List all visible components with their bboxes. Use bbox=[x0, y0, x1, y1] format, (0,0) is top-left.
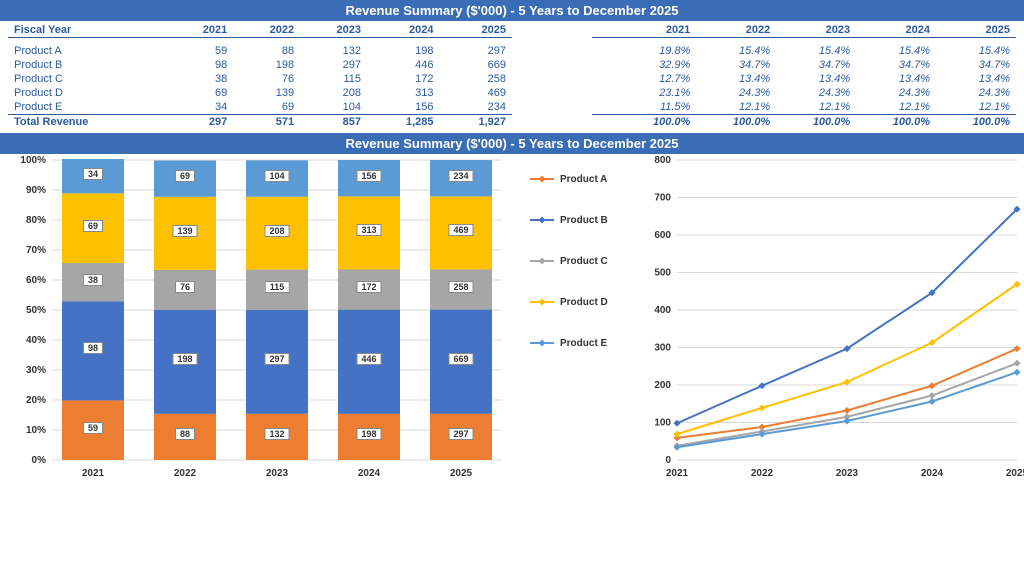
svg-text:2021: 2021 bbox=[82, 468, 105, 479]
pct-table-wrap: 20212022202320242025 19.8%15.4%15.4%15.4… bbox=[512, 23, 1016, 129]
svg-text:400: 400 bbox=[654, 305, 671, 316]
bar-segment-label: 34 bbox=[83, 168, 103, 180]
title-bar-main: Revenue Summary ($'000) - 5 Years to Dec… bbox=[0, 0, 1024, 21]
bar-segment-label: 297 bbox=[264, 353, 289, 365]
year-header: 2022 bbox=[696, 23, 776, 38]
svg-text:2025: 2025 bbox=[450, 468, 473, 479]
year-header: 2024 bbox=[367, 23, 439, 38]
svg-text:300: 300 bbox=[654, 342, 671, 353]
table-row: 32.9%34.7%34.7%34.7%34.7% bbox=[592, 58, 1016, 72]
table-row: Product E3469104156234 bbox=[8, 100, 512, 115]
bar-segment-label: 313 bbox=[356, 224, 381, 236]
bar-segment-label: 132 bbox=[264, 428, 289, 440]
bar-segment-label: 297 bbox=[448, 428, 473, 440]
total-row: 100.0%100.0%100.0%100.0%100.0% bbox=[592, 114, 1016, 129]
svg-text:2024: 2024 bbox=[921, 468, 944, 479]
year-header: 2025 bbox=[936, 23, 1016, 38]
svg-text:40%: 40% bbox=[26, 335, 46, 346]
table-row: 19.8%15.4%15.4%15.4%15.4% bbox=[592, 44, 1016, 58]
legend-item: Product E bbox=[530, 338, 641, 349]
table-row: Product B98198297446669 bbox=[8, 58, 512, 72]
bar-segment-label: 172 bbox=[356, 281, 381, 293]
svg-text:500: 500 bbox=[654, 267, 671, 278]
legend-item: Product D bbox=[530, 297, 641, 308]
title-bar-charts: Revenue Summary ($'000) - 5 Years to Dec… bbox=[0, 133, 1024, 154]
bar-segment-label: 669 bbox=[448, 353, 473, 365]
svg-text:50%: 50% bbox=[26, 305, 46, 316]
svg-text:0%: 0% bbox=[32, 455, 47, 466]
fiscal-year-label: Fiscal Year bbox=[8, 23, 166, 38]
svg-text:200: 200 bbox=[654, 380, 671, 391]
line-chart: 0 100 200 300 400 500 600 700 800 2021 2022 2023 202… bbox=[641, 154, 1024, 514]
svg-text:90%: 90% bbox=[26, 185, 46, 196]
bar-segment-label: 258 bbox=[448, 281, 473, 293]
year-header: 2023 bbox=[776, 23, 856, 38]
legend-label: Product E bbox=[560, 338, 607, 349]
svg-text:2024: 2024 bbox=[358, 468, 381, 479]
legend-item: Product C bbox=[530, 256, 641, 267]
svg-text:60%: 60% bbox=[26, 275, 46, 286]
bar-segment-label: 59 bbox=[83, 422, 103, 434]
legend-label: Product C bbox=[560, 256, 608, 267]
table-row: Product C3876115172258 bbox=[8, 72, 512, 86]
pct-table: 20212022202320242025 19.8%15.4%15.4%15.4… bbox=[592, 23, 1016, 129]
svg-text:80%: 80% bbox=[26, 215, 46, 226]
svg-text:2025: 2025 bbox=[1006, 468, 1024, 479]
svg-text:800: 800 bbox=[654, 155, 671, 166]
svg-text:30%: 30% bbox=[26, 365, 46, 376]
svg-text:20%: 20% bbox=[26, 395, 46, 406]
legend: Product A Product B Product C Product D Prod… bbox=[520, 154, 641, 514]
bar-segment-label: 469 bbox=[448, 224, 473, 236]
tables-row: Fiscal Year20212022202320242025Product A… bbox=[0, 21, 1024, 129]
bar-segment-label: 115 bbox=[265, 281, 290, 293]
year-header: 2022 bbox=[233, 23, 300, 38]
svg-text:100: 100 bbox=[654, 417, 671, 428]
values-table: Fiscal Year20212022202320242025 Product A… bbox=[8, 23, 512, 129]
svg-text:700: 700 bbox=[654, 192, 671, 203]
table-row: 23.1%24.3%24.3%24.3%24.3% bbox=[592, 86, 1016, 100]
svg-text:2022: 2022 bbox=[751, 468, 774, 479]
table-row: Product A5988132198297 bbox=[8, 44, 512, 58]
table-row: 11.5%12.1%12.1%12.1%12.1% bbox=[592, 100, 1016, 115]
legend-item: Product A bbox=[530, 174, 641, 185]
total-row: Total Revenue2975718571,2851,927 bbox=[8, 114, 512, 129]
table-row: Product D69139208313469 bbox=[8, 86, 512, 100]
values-table-wrap: Fiscal Year20212022202320242025 Product A… bbox=[8, 23, 512, 129]
bar-segment-label: 156 bbox=[356, 170, 381, 182]
bar-segment-label: 88 bbox=[175, 428, 195, 440]
bar-segment-label: 69 bbox=[175, 170, 195, 182]
svg-text:10%: 10% bbox=[26, 425, 46, 436]
bar-segment-label: 104 bbox=[264, 170, 289, 182]
bar-segment-label: 38 bbox=[83, 274, 103, 286]
bar-segment-label: 198 bbox=[356, 428, 381, 440]
bar-segment-label: 139 bbox=[172, 225, 197, 237]
year-header: 2021 bbox=[616, 23, 696, 38]
year-header: 2025 bbox=[440, 23, 513, 38]
svg-text:0: 0 bbox=[665, 455, 671, 466]
legend-item: Product B bbox=[530, 215, 641, 226]
bar-segment-label: 69 bbox=[83, 220, 103, 232]
bar-segment-label: 234 bbox=[448, 170, 473, 182]
year-header: 2024 bbox=[856, 23, 936, 38]
stacked-bar-chart: 0% 10% 20% 30% 40% 50% 60% 70% 80% 90% 100% 2021 202… bbox=[8, 154, 520, 514]
legend-label: Product D bbox=[560, 297, 608, 308]
svg-text:2022: 2022 bbox=[174, 468, 197, 479]
svg-text:70%: 70% bbox=[26, 245, 46, 256]
bar-segment-label: 98 bbox=[83, 342, 103, 354]
svg-text:2023: 2023 bbox=[266, 468, 289, 479]
charts-row: 0% 10% 20% 30% 40% 50% 60% 70% 80% 90% 100% 2021 202… bbox=[0, 154, 1024, 514]
svg-text:2021: 2021 bbox=[666, 468, 689, 479]
legend-label: Product A bbox=[560, 174, 607, 185]
svg-text:100%: 100% bbox=[20, 155, 46, 166]
legend-label: Product B bbox=[560, 215, 608, 226]
bar-segment-label: 208 bbox=[264, 225, 289, 237]
bar-segment-label: 76 bbox=[175, 281, 195, 293]
year-header: 2023 bbox=[300, 23, 367, 38]
table-row: 12.7%13.4%13.4%13.4%13.4% bbox=[592, 72, 1016, 86]
svg-text:2023: 2023 bbox=[836, 468, 859, 479]
year-header: 2021 bbox=[166, 23, 233, 38]
svg-text:600: 600 bbox=[654, 230, 671, 241]
bar-segment-label: 446 bbox=[356, 353, 381, 365]
bar-segment-label: 198 bbox=[172, 353, 197, 365]
